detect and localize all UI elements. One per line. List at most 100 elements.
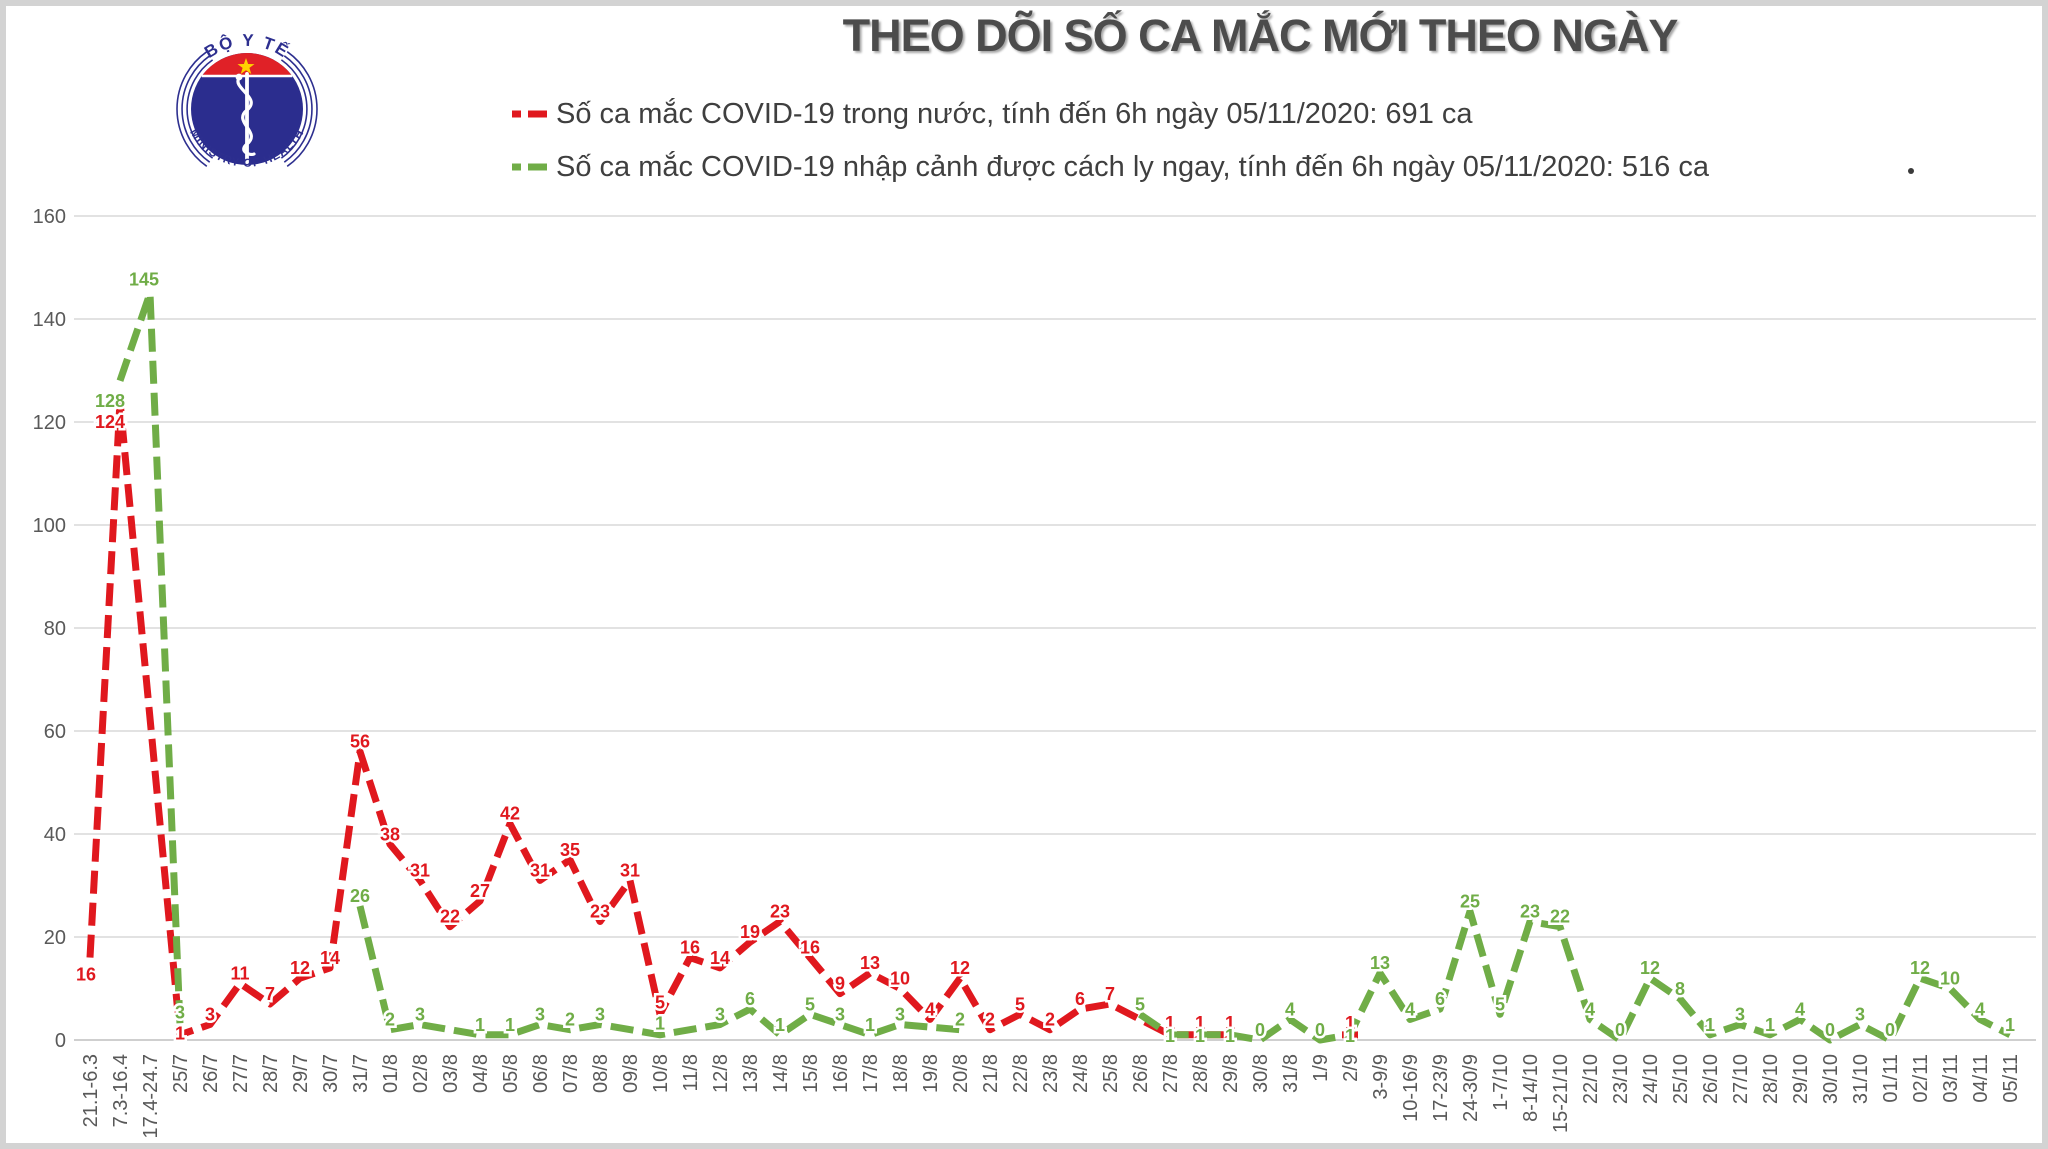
y-axis-label: 120 [33, 412, 66, 434]
imported-series-line [1138, 907, 2012, 1044]
data-label: 1 [1195, 1026, 1205, 1046]
y-axis-label: 80 [44, 618, 66, 640]
data-label: 1 [1345, 1013, 1355, 1033]
data-label: 3 [415, 1005, 425, 1025]
data-label: 16 [680, 938, 700, 958]
chart-legend: Số ca mắc COVID-19 trong nước, tính đến … [512, 94, 1709, 200]
data-label: 3 [835, 1005, 845, 1025]
data-label: 3 [1855, 1005, 1865, 1025]
data-label: 23 [590, 902, 610, 922]
data-label: 2 [955, 1010, 965, 1030]
data-label: 1 [1705, 1015, 1715, 1035]
x-axis-label: 3-9/9 [1370, 1054, 1392, 1100]
data-label: 27 [470, 881, 490, 901]
data-label: 0 [1825, 1020, 1835, 1040]
data-label: 3 [895, 1005, 905, 1025]
x-axis-label: 30/7 [320, 1054, 342, 1093]
data-label: 23 [770, 902, 790, 922]
x-axis-label: 13/8 [740, 1054, 762, 1093]
data-label: 35 [560, 840, 580, 860]
data-label: 6 [745, 989, 755, 1009]
x-axis-label: 2/9 [1340, 1054, 1362, 1082]
data-label: 3 [715, 1005, 725, 1025]
x-axis-label: 17.4-24.7 [140, 1054, 162, 1139]
x-axis-label: 25/8 [1100, 1054, 1122, 1093]
x-axis-label: 21.1-6.3 [80, 1054, 102, 1127]
data-label: 0 [1315, 1020, 1325, 1040]
x-axis-label: 8-14/10 [1520, 1054, 1542, 1122]
legend-label-domestic: Số ca mắc COVID-19 trong nước, tính đến … [556, 97, 1473, 130]
data-label: 145 [129, 269, 159, 289]
data-label: 4 [925, 999, 935, 1019]
ministry-of-health-logo: BỘ Y TẾ MINISTRY OF HEALTH [158, 6, 350, 206]
data-label: 16 [800, 938, 820, 958]
data-label: 4 [1975, 999, 1985, 1019]
x-axis-label: 21/8 [980, 1054, 1002, 1093]
data-label: 0 [1255, 1020, 1265, 1040]
x-axis-label: 02/8 [410, 1054, 432, 1093]
imported-series-line [356, 905, 961, 1039]
x-axis-label: 14/8 [770, 1054, 792, 1093]
x-axis-label: 30/8 [1250, 1054, 1272, 1093]
y-axis-label: 40 [44, 824, 66, 846]
data-label: 5 [1135, 994, 1145, 1014]
data-label: 56 [350, 732, 370, 752]
data-label: 12 [290, 958, 310, 978]
x-axis-label: 24/10 [1640, 1054, 1662, 1104]
x-axis-label: 19/8 [920, 1054, 942, 1093]
data-label: 22 [1550, 907, 1570, 927]
data-label: 1 [1225, 1013, 1235, 1033]
data-label: 1 [505, 1015, 515, 1035]
data-label: 3 [175, 1003, 185, 1023]
data-label: 11 [230, 963, 249, 983]
data-label: 14 [320, 948, 340, 968]
data-label: 13 [860, 953, 880, 973]
x-axis-label: 03/11 [1940, 1054, 1962, 1103]
data-label: 3 [535, 1005, 545, 1025]
logo-ring-arcs [176, 51, 318, 167]
x-axis-label: 17-23/9 [1430, 1054, 1452, 1122]
data-label: 31 [530, 860, 550, 880]
data-label: 1 [175, 1024, 185, 1044]
stray-period-dot [1908, 168, 1914, 174]
data-label: 5 [805, 994, 815, 1014]
legend-item-imported: Số ca mắc COVID-19 nhập cảnh được cách l… [512, 147, 1709, 187]
data-label: 7 [265, 984, 275, 1004]
data-label: 31 [410, 860, 430, 880]
data-label: 1 [655, 1013, 665, 1033]
x-axis-label: 1-7/10 [1490, 1054, 1512, 1111]
x-axis-label: 04/8 [470, 1054, 492, 1093]
x-axis-label: 29/8 [1220, 1054, 1242, 1093]
x-axis-label: 29/10 [1790, 1054, 1812, 1104]
x-axis-label: 20/8 [950, 1054, 972, 1093]
x-axis-label: 07/8 [560, 1054, 582, 1093]
x-axis-label: 28/10 [1760, 1054, 1782, 1104]
x-axis-label: 22/8 [1010, 1054, 1032, 1093]
data-label: 8 [1675, 979, 1685, 999]
data-label: 1 [475, 1015, 485, 1035]
x-axis-label: 28/7 [260, 1054, 282, 1093]
x-axis-label: 01/11 [1880, 1054, 1902, 1103]
data-label: 13 [1370, 953, 1390, 973]
x-axis-label: 26/10 [1700, 1054, 1722, 1104]
x-axis-label: 27/8 [1160, 1054, 1182, 1093]
x-axis-label: 10/8 [650, 1054, 672, 1093]
x-axis-label: 16/8 [830, 1054, 852, 1093]
data-label: 12 [950, 958, 970, 978]
x-axis-label: 31/7 [350, 1054, 372, 1093]
data-label: 1 [1165, 1026, 1175, 1046]
data-label: 1 [775, 1015, 785, 1035]
x-axis-label: 26/7 [200, 1054, 222, 1093]
y-axis-label: 20 [44, 927, 66, 949]
x-axis-label: 09/8 [620, 1054, 642, 1093]
x-axis-label: 05/11 [2000, 1054, 2022, 1103]
data-label: 2 [985, 1010, 995, 1030]
x-axis-label: 30/10 [1820, 1054, 1842, 1104]
x-axis-label: 03/8 [440, 1054, 462, 1093]
x-axis-label: 10-16/9 [1400, 1054, 1422, 1122]
x-axis-label: 11/8 [680, 1054, 702, 1091]
data-label: 2 [565, 1010, 575, 1030]
data-label: 3 [1735, 1005, 1745, 1025]
y-axis-label: 100 [33, 515, 66, 537]
data-label: 1 [1345, 1026, 1355, 1046]
